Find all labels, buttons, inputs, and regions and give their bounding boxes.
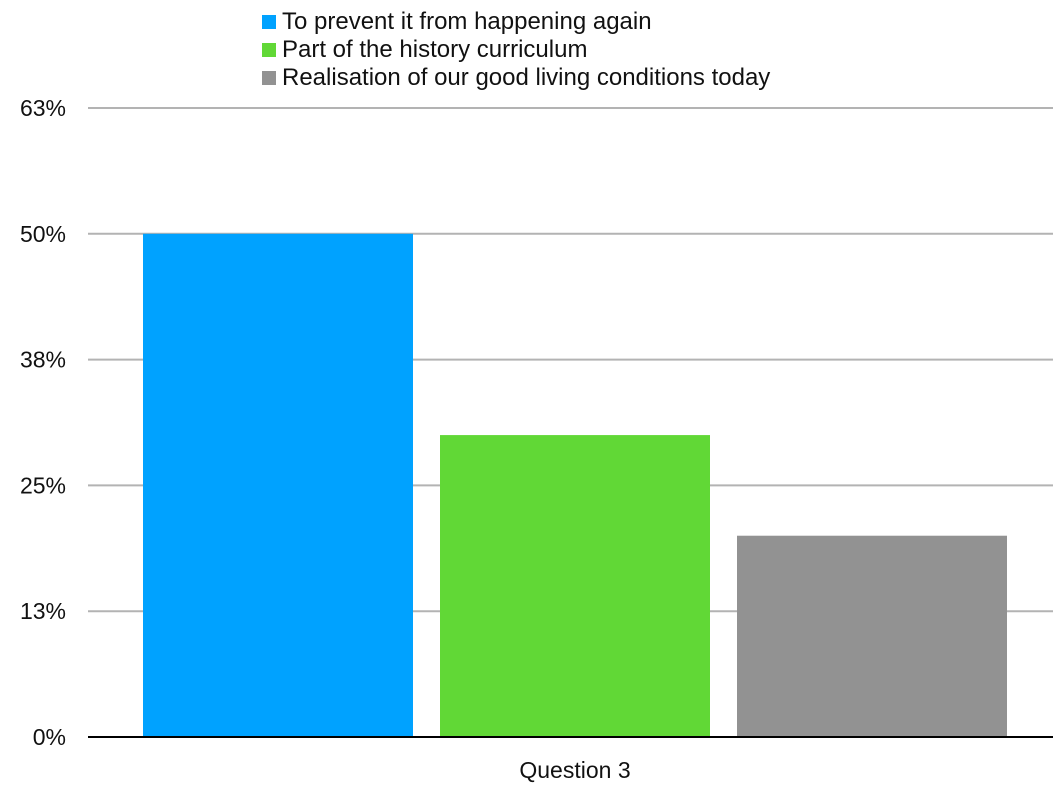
y-tick-label: 13%: [20, 598, 66, 624]
legend-item-prevent: To prevent it from happening again: [262, 8, 770, 36]
x-category-label: Question 3: [519, 757, 630, 783]
legend-swatch-prevent: [262, 15, 276, 29]
bar-3: [737, 535, 1007, 737]
bar-1: [143, 233, 413, 738]
legend: To prevent it from happening again Part …: [262, 8, 770, 92]
legend-item-curriculum: Part of the history curriculum: [262, 36, 770, 64]
legend-swatch-curriculum: [262, 43, 276, 57]
bar-2: [440, 435, 710, 737]
y-tick-label: 63%: [20, 95, 66, 121]
legend-item-realisation: Realisation of our good living condition…: [262, 64, 770, 92]
y-tick-label: 25%: [20, 472, 66, 498]
y-tick-label: 0%: [33, 724, 66, 750]
legend-swatch-realisation: [262, 71, 276, 85]
legend-label-curriculum: Part of the history curriculum: [282, 36, 588, 63]
y-tick-label: 50%: [20, 221, 66, 247]
legend-label-prevent: To prevent it from happening again: [282, 8, 652, 35]
y-tick-label: 38%: [20, 347, 66, 373]
legend-label-realisation: Realisation of our good living condition…: [282, 64, 771, 91]
